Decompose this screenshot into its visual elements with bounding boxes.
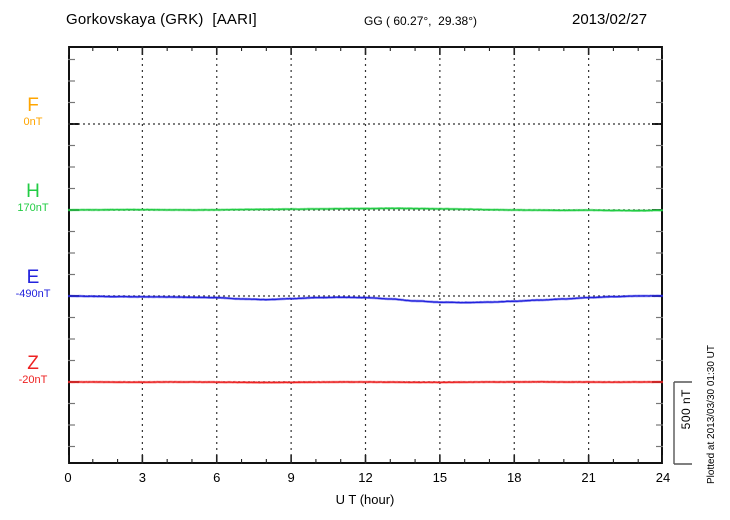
x-tick-label-24: 24 bbox=[655, 470, 671, 485]
x-axis-minor-ticks bbox=[68, 46, 663, 464]
x-tick-label-15: 15 bbox=[432, 470, 448, 485]
plotted-at-stamp: Plotted at 2013/03/30 01:30 UT bbox=[706, 345, 717, 484]
component-symbol-f: F bbox=[27, 95, 39, 116]
scale-bar-label: 500 nT bbox=[679, 389, 693, 430]
x-tick-label-3: 3 bbox=[138, 470, 146, 485]
component-symbol-z: Z bbox=[27, 353, 39, 374]
geographic-coordinates: GG ( 60.27°, 29.38°) bbox=[364, 14, 477, 28]
magnetogram-plot bbox=[68, 46, 663, 464]
component-baseline-h: 170nT bbox=[17, 202, 49, 214]
x-tick-label-0: 0 bbox=[64, 470, 72, 485]
component-baselines bbox=[68, 123, 663, 383]
component-symbol-e: E bbox=[26, 267, 40, 288]
component-baseline-z: -20nT bbox=[18, 374, 48, 386]
component-symbol-h: H bbox=[26, 181, 40, 202]
component-label-e: E -490nT bbox=[2, 268, 64, 302]
x-tick-label-12: 12 bbox=[358, 470, 373, 485]
component-traces bbox=[68, 206, 663, 384]
observation-date: 2013/02/27 bbox=[572, 11, 648, 28]
x-tick-label-6: 6 bbox=[213, 470, 221, 485]
component-label-f: F 0nT bbox=[2, 96, 64, 130]
component-baseline-e: -490nT bbox=[15, 288, 51, 300]
component-label-z: Z -20nT bbox=[2, 354, 64, 388]
x-tick-label-18: 18 bbox=[507, 470, 522, 485]
x-tick-label-9: 9 bbox=[287, 470, 295, 485]
x-axis-title: U T (hour) bbox=[335, 492, 395, 507]
page-title: Gorkovskaya (GRK) [AARI] bbox=[66, 11, 257, 28]
grid-lines bbox=[141, 46, 590, 464]
component-label-h: H 170nT bbox=[2, 182, 64, 216]
component-baseline-f: 0nT bbox=[23, 116, 43, 128]
x-tick-label-21: 21 bbox=[581, 470, 596, 485]
scale-bar bbox=[673, 381, 692, 465]
